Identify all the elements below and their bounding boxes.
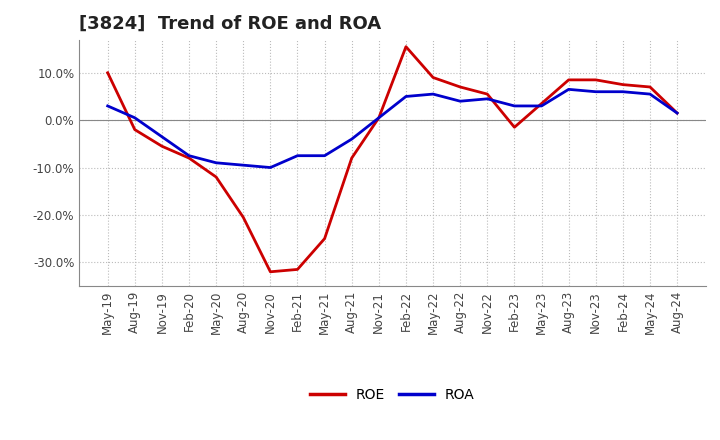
ROE: [266, 269, 275, 275]
ROA: [185, 153, 194, 158]
Legend: ROE, ROA: ROE, ROA: [305, 382, 480, 407]
ROA: [646, 92, 654, 97]
ROE: [130, 127, 139, 132]
ROE: [483, 92, 492, 97]
ROE: [672, 110, 681, 116]
ROA: [428, 92, 437, 97]
ROE: [212, 174, 220, 180]
ROE: [320, 236, 329, 241]
ROE: [618, 82, 627, 87]
ROE: [348, 155, 356, 161]
ROA: [158, 134, 166, 139]
ROA: [402, 94, 410, 99]
ROA: [564, 87, 573, 92]
ROA: [537, 103, 546, 109]
ROE: [185, 155, 194, 161]
ROE: [239, 215, 248, 220]
Line: ROA: ROA: [108, 89, 677, 168]
ROA: [672, 110, 681, 116]
ROA: [130, 115, 139, 121]
ROE: [104, 70, 112, 75]
Line: ROE: ROE: [108, 47, 677, 272]
ROE: [537, 101, 546, 106]
ROE: [510, 125, 518, 130]
ROA: [239, 162, 248, 168]
Text: [3824]  Trend of ROE and ROA: [3824] Trend of ROE and ROA: [79, 15, 382, 33]
ROA: [293, 153, 302, 158]
ROA: [266, 165, 275, 170]
ROE: [293, 267, 302, 272]
ROA: [374, 115, 383, 121]
ROE: [428, 75, 437, 80]
ROA: [456, 99, 464, 104]
ROE: [646, 84, 654, 90]
ROE: [591, 77, 600, 83]
ROA: [591, 89, 600, 94]
ROE: [564, 77, 573, 83]
ROE: [402, 44, 410, 49]
ROA: [212, 160, 220, 165]
ROA: [320, 153, 329, 158]
ROE: [158, 143, 166, 149]
ROE: [456, 84, 464, 90]
ROA: [348, 136, 356, 142]
ROA: [510, 103, 518, 109]
ROA: [618, 89, 627, 94]
ROA: [104, 103, 112, 109]
ROE: [374, 115, 383, 121]
ROA: [483, 96, 492, 102]
